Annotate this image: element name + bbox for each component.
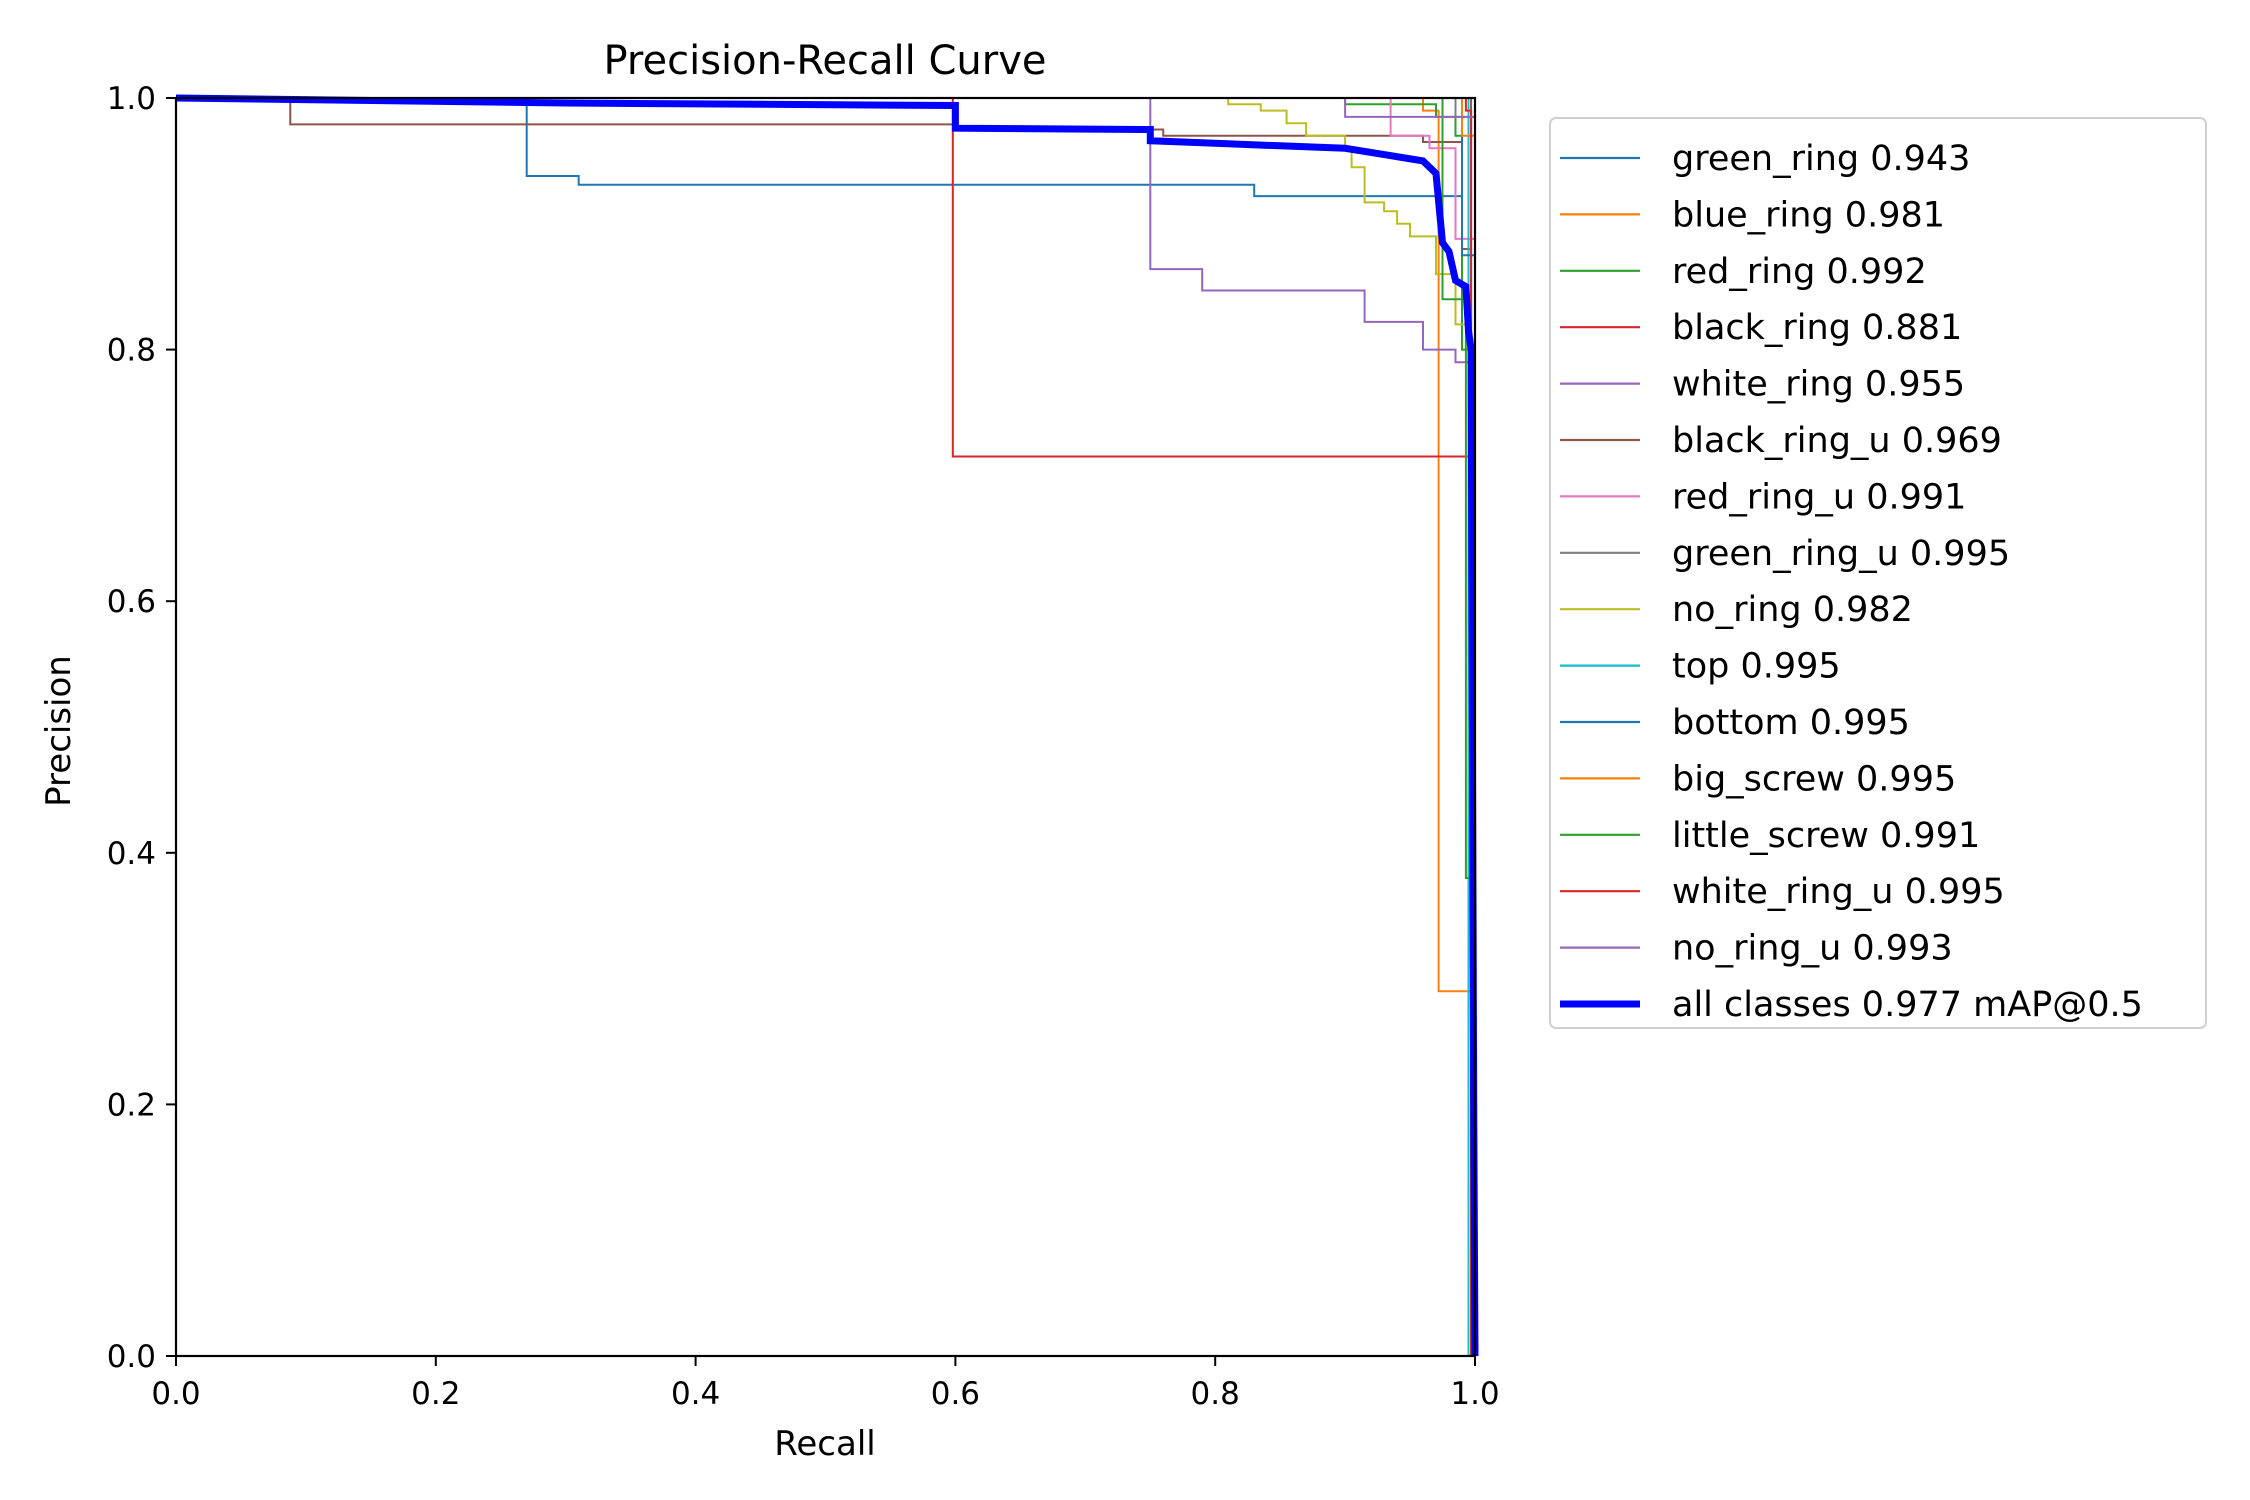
series-line-6 (176, 97, 1475, 240)
axes-frame (174, 96, 1477, 1358)
y-tick-label: 1.0 (107, 81, 156, 117)
legend-entry: black_ring_u 0.969 (1672, 421, 2002, 461)
series-line-3 (176, 97, 1473, 1356)
legend: green_ring 0.943 blue_ring 0.981 red_ring … (1549, 117, 2207, 1029)
series-line-12 (176, 97, 1473, 1356)
y-tick-label: 0.6 (107, 584, 156, 620)
legend-entry: no_ring 0.982 (1672, 590, 1913, 630)
x-tick-label: 0.4 (671, 1376, 720, 1412)
legend-entry: top 0.995 (1672, 647, 1841, 687)
x-tick-label: 0.2 (411, 1376, 460, 1412)
series-line-15 (175, 94, 1479, 1357)
legend-entry: red_ring 0.992 (1672, 252, 1927, 292)
legend-entry: big_screw 0.995 (1672, 759, 1956, 799)
y-tick-label: 0.0 (107, 1339, 156, 1375)
chart-title: Precision-Recall Curve (604, 38, 1047, 84)
legend-entry: green_ring_u 0.995 (1672, 534, 2010, 574)
legend-entry: white_ring_u 0.995 (1672, 872, 2005, 912)
x-tick-label: 0.8 (1191, 1376, 1240, 1412)
legend-entry: bottom 0.995 (1672, 703, 1910, 743)
legend-entry: green_ring 0.943 (1672, 139, 1970, 179)
x-axis-label: Recall (774, 1424, 875, 1464)
x-tick-label: 0.6 (931, 1376, 980, 1412)
series-line-5 (176, 97, 1475, 250)
y-tick-label: 0.2 (107, 1087, 156, 1123)
y-tick-label: 0.4 (107, 836, 156, 872)
legend-entry: black_ring 0.881 (1672, 308, 1962, 348)
series-line-7 (176, 97, 1470, 1356)
series-line-1 (176, 97, 1473, 1356)
series-line-0 (176, 97, 1473, 1356)
x-tick-label: 1.0 (1450, 1376, 1499, 1412)
legend-box (1549, 117, 2207, 1029)
legend-entry: blue_ring 0.981 (1672, 195, 1945, 235)
legend-entry: little_screw 0.991 (1672, 816, 1980, 856)
x-tick-label: 0.0 (151, 1376, 200, 1412)
y-axis-label: Precision (39, 655, 79, 807)
series-line-9 (176, 97, 1470, 1356)
series-lines (175, 94, 1479, 1357)
series-line-8 (176, 97, 1473, 1356)
axis-ticks: 0.0 0.2 0.4 0.6 0.8 1.0 0.0 0.2 0.4 0.6 0.8 1.0 (107, 81, 1500, 1412)
legend-entry: no_ring_u 0.993 (1672, 929, 1953, 969)
legend-entry: white_ring 0.955 (1672, 365, 1965, 405)
legend-entry: red_ring_u 0.991 (1672, 477, 1966, 517)
series-line-10 (176, 97, 1475, 257)
series-line-2 (176, 97, 1473, 1356)
legend-entry: all classes 0.977 mAP@0.5 (1672, 985, 2143, 1025)
y-tick-label: 0.8 (107, 333, 156, 369)
plot-area (174, 94, 1479, 1358)
series-line-4 (176, 97, 1473, 1356)
series-line-13 (176, 97, 1473, 1356)
